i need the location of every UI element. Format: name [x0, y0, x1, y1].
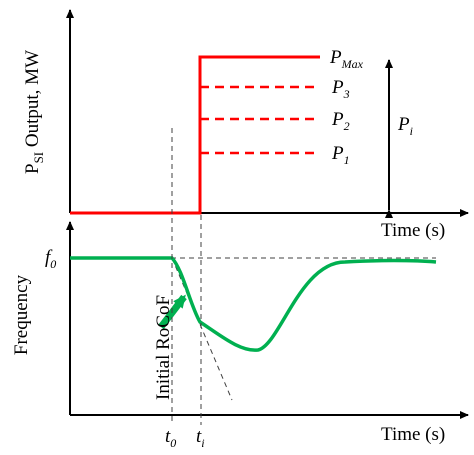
power-level-label-pmax: PMax — [329, 47, 364, 71]
power-level-label-p2: P2 — [331, 109, 350, 133]
t0-label: t0 — [165, 426, 176, 450]
power-range-label: Pi — [397, 114, 413, 138]
power-level-label-p1: P1 — [331, 143, 350, 167]
top-y-axis-label: PSI Output, MW — [22, 50, 46, 174]
power-step-curve — [70, 55, 320, 215]
initial-rocof-label: Initial RoCoF — [153, 295, 174, 400]
power-level-label-p3: P3 — [331, 77, 350, 101]
rocof-tangent-line — [171, 257, 233, 401]
top-panel: PSI Output, MW Time (s) PMax P3 P2 P1 Pi — [22, 9, 469, 241]
ti-label: ti — [196, 426, 205, 450]
nominal-frequency-label: f0 — [45, 247, 56, 271]
top-x-axis-label: Time (s) — [381, 220, 445, 241]
bottom-panel: Frequency Time (s) f0 Initial RoCoF t0 t… — [11, 221, 469, 450]
frequency-response-curve — [70, 256, 437, 352]
bottom-y-axis-label: Frequency — [11, 274, 32, 355]
bottom-x-axis-label: Time (s) — [381, 424, 445, 445]
